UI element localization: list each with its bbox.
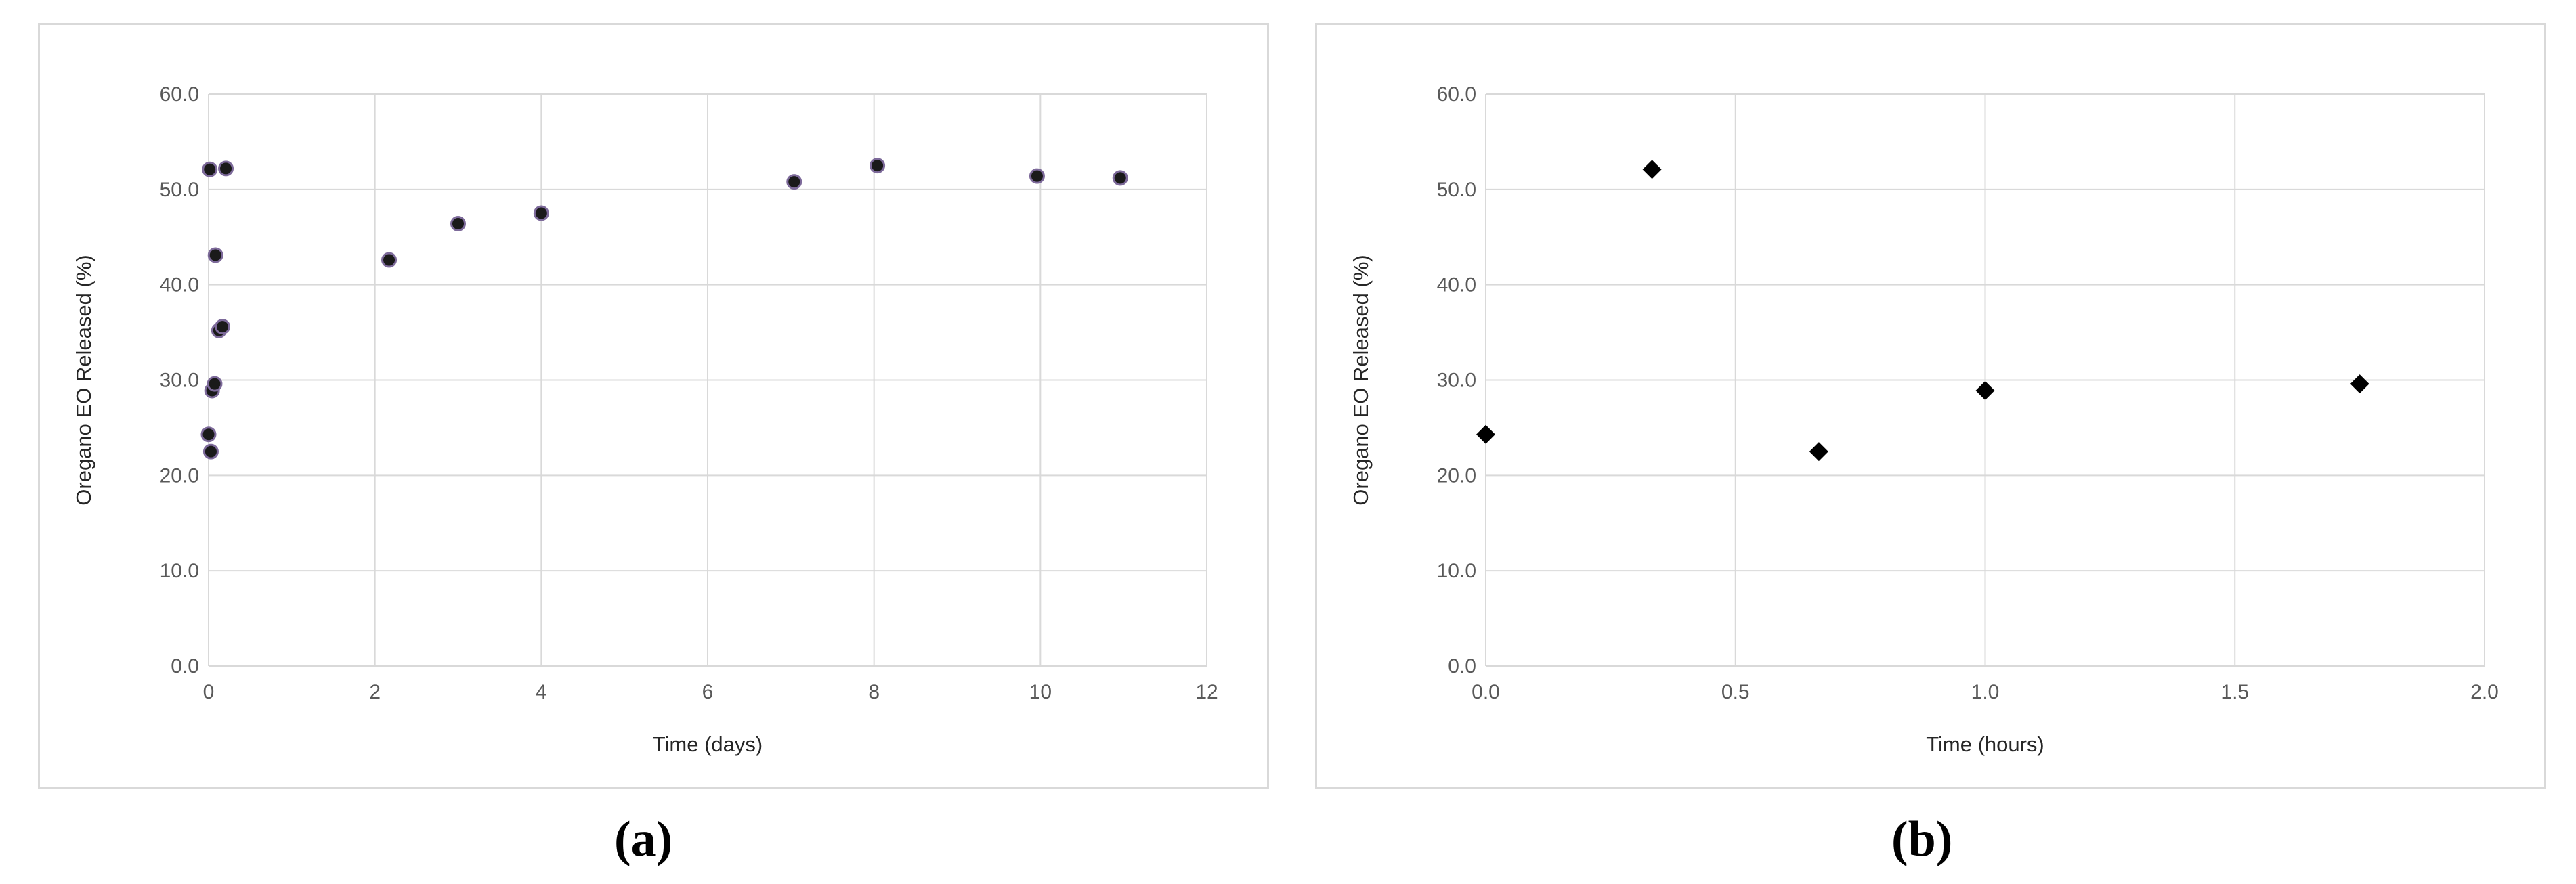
data-point bbox=[202, 443, 219, 460]
x-tick-label: 8 bbox=[868, 681, 880, 703]
panel-label-b: (b) bbox=[1891, 812, 1953, 867]
data-point bbox=[1029, 168, 1045, 184]
x-tick-label: 2.0 bbox=[2470, 681, 2499, 703]
data-point bbox=[2350, 374, 2369, 394]
data-point bbox=[207, 247, 223, 263]
data-point bbox=[381, 252, 398, 268]
x-tick-label: 4 bbox=[536, 681, 547, 703]
y-tick-label: 30.0 bbox=[1437, 370, 1476, 392]
y-axis-title: Oregano EO Released (%) bbox=[72, 255, 95, 505]
x-tick-label: 12 bbox=[1195, 681, 1218, 703]
y-tick-label: 40.0 bbox=[1437, 274, 1476, 296]
data-point bbox=[218, 160, 234, 177]
data-point bbox=[207, 376, 223, 392]
x-tick-label: 6 bbox=[702, 681, 714, 703]
y-tick-label: 50.0 bbox=[160, 179, 199, 201]
data-point bbox=[202, 161, 218, 177]
data-point bbox=[1975, 380, 1995, 400]
x-tick-label: 10 bbox=[1029, 681, 1052, 703]
x-tick-label: 0.5 bbox=[1721, 681, 1750, 703]
scatter-chart-b: 0.0 10.0 20.0 30.0 40.0 50.0 60.0 0.0 0.5 1.0 1.5 2… bbox=[1349, 83, 2499, 756]
y-tick-label: 10.0 bbox=[160, 560, 199, 582]
chart-panel-b: 0.0 10.0 20.0 30.0 40.0 50.0 60.0 0.0 0.5 1.0 1.5 2… bbox=[1315, 23, 2546, 789]
data-point bbox=[1642, 160, 1662, 179]
data-point bbox=[1476, 424, 1495, 444]
scatter-chart-a: 0.0 10.0 20.0 30.0 40.0 50.0 60.0 0 2 4 6 8 10 12 Time… bbox=[72, 83, 1218, 756]
x-axis-title: Time (hours) bbox=[1926, 732, 2044, 756]
data-point bbox=[1809, 442, 1828, 462]
x-tick-label: 0.0 bbox=[1472, 681, 1500, 703]
x-tick-label: 1.5 bbox=[2220, 681, 2249, 703]
data-point bbox=[533, 205, 549, 221]
data-point bbox=[200, 426, 217, 443]
data-point bbox=[450, 216, 466, 232]
y-tick-label: 50.0 bbox=[1437, 179, 1476, 201]
y-tick-label: 20.0 bbox=[1437, 464, 1476, 487]
chart-panel-a: 0.0 10.0 20.0 30.0 40.0 50.0 60.0 0 2 4 6 8 10 12 Time… bbox=[38, 23, 1269, 789]
y-tick-label: 60.0 bbox=[160, 83, 199, 106]
y-tick-label: 10.0 bbox=[1437, 560, 1476, 582]
y-tick-label: 40.0 bbox=[160, 274, 199, 296]
x-tick-label: 0 bbox=[203, 681, 215, 703]
y-axis-title: Oregano EO Released (%) bbox=[1349, 255, 1373, 505]
data-point bbox=[786, 174, 802, 190]
y-tick-label: 30.0 bbox=[160, 370, 199, 392]
x-axis-title: Time (days) bbox=[653, 732, 763, 756]
data-point bbox=[215, 319, 231, 335]
x-tick-label: 1.0 bbox=[1971, 681, 2000, 703]
y-tick-label: 20.0 bbox=[160, 464, 199, 487]
data-point bbox=[870, 158, 886, 174]
y-tick-label: 0.0 bbox=[1448, 655, 1476, 678]
y-tick-label: 60.0 bbox=[1437, 83, 1476, 106]
data-point bbox=[1112, 170, 1128, 186]
panel-label-a: (a) bbox=[614, 812, 673, 867]
x-tick-label: 2 bbox=[369, 681, 381, 703]
y-tick-label: 0.0 bbox=[171, 655, 199, 678]
